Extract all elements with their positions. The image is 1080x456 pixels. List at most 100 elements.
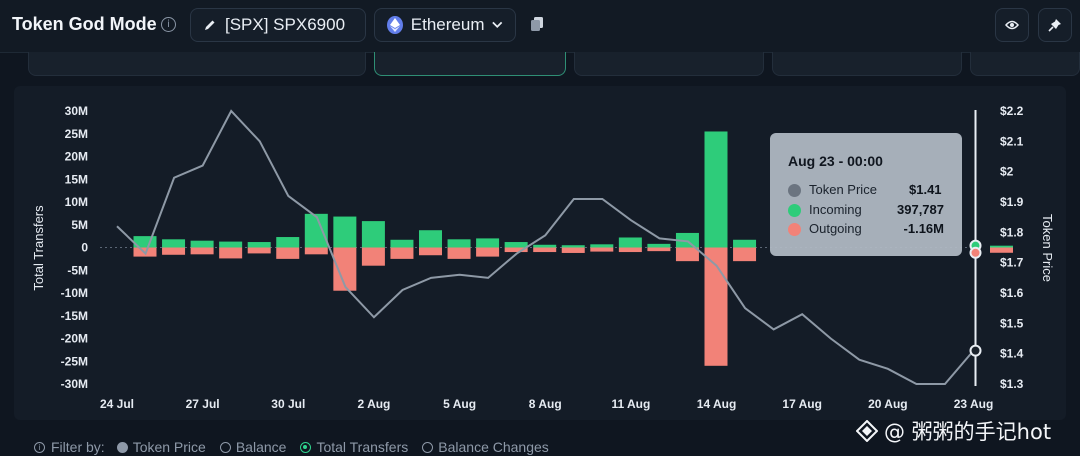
bar-outgoing[interactable] — [733, 247, 757, 262]
info-icon[interactable]: i — [161, 17, 176, 32]
x-tick-label: 30 Jul — [271, 397, 305, 411]
radio-icon — [422, 441, 434, 453]
copy-icon[interactable] — [531, 17, 543, 31]
x-tick-label: 23 Aug — [954, 397, 994, 411]
bar-outgoing[interactable] — [533, 247, 557, 253]
token-price-line — [116, 109, 975, 385]
bar-incoming[interactable] — [533, 244, 557, 248]
filter-option-label: Balance — [235, 439, 287, 455]
bar-outgoing[interactable] — [476, 247, 500, 257]
bar-incoming[interactable] — [419, 230, 442, 248]
bar-incoming[interactable] — [361, 221, 385, 248]
transfers-chart: 30M 25M 20M 15M 10M 5M 0 -5M -10M -15M -20M -25M -30… — [31, 104, 1055, 411]
bar-incoming[interactable] — [333, 216, 357, 248]
filter-option-total-transfers[interactable]: Total Transfers — [300, 439, 408, 455]
filter-option-label: Total Transfers — [316, 439, 409, 455]
chain-name: Ethereum — [410, 15, 485, 34]
x-tick-label: 11 Aug — [611, 397, 650, 411]
bar-incoming[interactable] — [304, 213, 328, 248]
x-tick-label: 24 Jul — [100, 397, 134, 411]
info-icon[interactable]: i — [34, 441, 45, 453]
filter-option-balance[interactable]: Balance — [219, 439, 287, 455]
bar-incoming[interactable] — [590, 244, 614, 248]
bar-outgoing[interactable] — [447, 247, 471, 259]
y2-tick-label: $2.1 — [1000, 134, 1024, 148]
outgoing-marker — [969, 246, 982, 259]
tooltip-label: Outgoing — [809, 221, 862, 236]
bar-outgoing[interactable] — [647, 247, 671, 252]
x-tick-label: 14 Aug — [697, 397, 737, 411]
bar-incoming[interactable] — [476, 238, 500, 248]
bar-incoming[interactable] — [276, 237, 300, 248]
x-tick-label: 5 Aug — [443, 397, 476, 411]
bar-incoming[interactable] — [675, 232, 699, 248]
watermark: @ 粥粥的手记hot — [856, 416, 1051, 446]
watermark-text: @ 粥粥的手记hot — [884, 420, 1052, 444]
y2-axis-label: Token Price — [1040, 214, 1055, 282]
metric-cards — [0, 52, 1080, 78]
y2-tick-label: $2 — [1000, 165, 1014, 179]
metric-card[interactable] — [772, 52, 962, 76]
tooltip-label: Incoming — [809, 202, 862, 217]
pencil-icon — [205, 20, 215, 30]
bar-incoming[interactable] — [190, 240, 214, 248]
bar-incoming[interactable] — [990, 245, 1013, 248]
bar-outgoing[interactable] — [561, 247, 585, 253]
metric-card[interactable] — [28, 52, 366, 76]
token-selector[interactable]: [SPX] SPX6900 — [190, 8, 366, 42]
y-tick-label: -15M — [61, 309, 88, 323]
bar-outgoing[interactable] — [162, 247, 186, 255]
ethereum-icon — [387, 16, 403, 34]
bar-outgoing[interactable] — [990, 247, 1013, 253]
bar-incoming[interactable] — [618, 237, 642, 248]
bar-incoming[interactable] — [647, 243, 671, 248]
bar-outgoing[interactable] — [618, 247, 642, 253]
bar-outgoing[interactable] — [219, 247, 243, 259]
radio-icon — [300, 441, 312, 453]
tooltip-title: Aug 23 - 00:00 — [788, 153, 883, 169]
bar-outgoing[interactable] — [247, 247, 271, 254]
metric-card[interactable] — [574, 52, 764, 76]
y-tick-label: -30M — [61, 377, 88, 391]
bar-outgoing[interactable] — [504, 247, 528, 253]
pin-button[interactable] — [1038, 8, 1072, 42]
bar-incoming[interactable] — [219, 241, 243, 248]
token-name: [SPX] SPX6900 — [225, 15, 346, 34]
bar-outgoing[interactable] — [590, 247, 614, 252]
bar-outgoing[interactable] — [390, 247, 414, 259]
bar-outgoing[interactable] — [190, 247, 214, 255]
bar-outgoing[interactable] — [675, 247, 699, 262]
bar-incoming[interactable] — [704, 131, 728, 248]
bar-outgoing[interactable] — [276, 247, 300, 259]
page-title: Token God Mode — [12, 14, 157, 34]
y2-tick-label: $1.9 — [1000, 195, 1024, 209]
bar-incoming[interactable] — [447, 239, 471, 248]
radio-icon — [116, 441, 128, 453]
watch-button[interactable] — [995, 8, 1029, 42]
metric-card-active[interactable] — [374, 52, 566, 76]
y-tick-label: 0 — [81, 241, 88, 255]
bar-outgoing[interactable] — [333, 247, 357, 291]
bar-incoming[interactable] — [247, 242, 271, 248]
legend-dot — [788, 223, 801, 236]
tooltip-label: Token Price — [809, 182, 877, 197]
bar-incoming[interactable] — [390, 239, 414, 248]
chain-selector[interactable]: Ethereum — [374, 8, 516, 42]
bar-incoming[interactable] — [561, 245, 585, 248]
bar-outgoing[interactable] — [419, 247, 442, 256]
y-tick-label: 10M — [65, 195, 88, 209]
y2-tick-label: $1.3 — [1000, 377, 1024, 391]
bar-outgoing[interactable] — [704, 247, 728, 366]
y-tick-label: -25M — [61, 354, 88, 368]
y2-tick-label: $1.6 — [1000, 286, 1024, 300]
bar-incoming[interactable] — [733, 239, 757, 248]
bar-outgoing[interactable] — [361, 247, 385, 266]
price-marker — [969, 344, 982, 357]
filter-option-token-price[interactable]: Token Price — [116, 439, 206, 455]
bar-incoming[interactable] — [504, 242, 528, 248]
bar-incoming[interactable] — [133, 236, 157, 248]
filter-option-balance-changes[interactable]: Balance Changes — [422, 439, 549, 455]
bar-outgoing[interactable] — [304, 247, 328, 255]
bar-incoming[interactable] — [162, 239, 186, 248]
tooltip-value: -1.16M — [903, 221, 944, 236]
